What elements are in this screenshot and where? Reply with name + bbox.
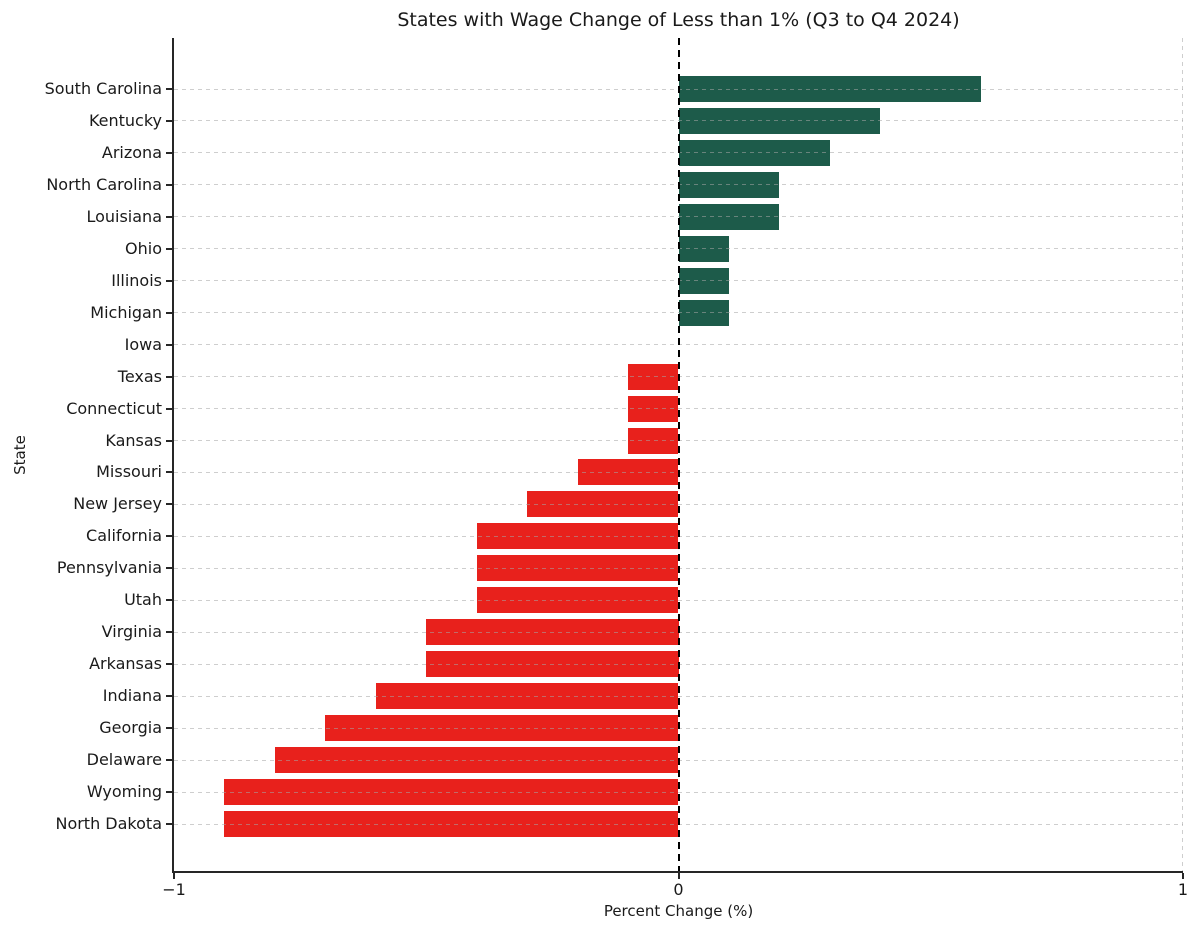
xtick-1 <box>1182 873 1184 879</box>
xtick-label-1: 1 <box>1177 880 1189 899</box>
ytick-label-north-carolina: North Carolina <box>46 174 162 194</box>
ytick-north-dakota <box>166 823 172 825</box>
ytick-kentucky <box>166 119 172 122</box>
ytick-pennsylvania <box>166 567 172 570</box>
ytick-label-pennsylvania: Pennsylvania <box>56 558 162 578</box>
ytick-label-indiana: Indiana <box>102 686 162 706</box>
plot-area: South Carolina Kentucky Arizona North Carol… <box>45 38 1188 899</box>
xtick-0 <box>677 873 680 879</box>
ytick-label-kentucky: Kentucky <box>88 110 162 130</box>
ytick-connecticut <box>166 407 172 410</box>
y-axis-spine <box>172 38 174 873</box>
ytick-michigan <box>166 311 172 314</box>
ytick-label-north-dakota: North Dakota <box>55 814 162 833</box>
ytick-illinois <box>166 279 172 282</box>
ytick-kansas <box>166 439 172 442</box>
ytick-new-jersey <box>166 503 172 506</box>
ytick-label-texas: Texas <box>117 366 162 386</box>
zero-reference-line <box>677 38 680 871</box>
ytick-virginia <box>166 631 172 634</box>
chart-title: States with Wage Change of Less than 1% … <box>397 9 960 31</box>
ytick-label-wyoming: Wyoming <box>86 782 162 802</box>
x-axis-spine <box>172 871 1183 873</box>
ytick-label-louisiana: Louisiana <box>86 206 162 226</box>
ytick-label-arizona: Arizona <box>101 142 162 162</box>
ytick-label-michigan: Michigan <box>90 302 162 322</box>
ytick-arizona <box>166 151 172 154</box>
ytick-label-arkansas: Arkansas <box>89 654 162 674</box>
ytick-north-carolina <box>166 183 172 186</box>
ytick-utah <box>166 599 172 602</box>
ytick-wyoming <box>166 791 172 794</box>
ytick-label-new-jersey: New Jersey <box>73 494 162 514</box>
ytick-california <box>166 535 172 538</box>
ytick-label-ohio: Ohio <box>125 238 162 258</box>
ytick-ohio <box>166 247 172 250</box>
ytick-louisiana <box>166 215 172 218</box>
ytick-label-iowa: Iowa <box>124 334 162 354</box>
ytick-iowa <box>166 343 172 346</box>
gridline-x1 <box>1182 38 1183 871</box>
ytick-missouri <box>166 471 172 474</box>
ytick-indiana <box>166 695 172 698</box>
ytick-label-kansas: Kansas <box>105 430 162 450</box>
ytick-texas <box>166 375 172 378</box>
ytick-label-virginia: Virginia <box>101 622 162 642</box>
ytick-label-california: California <box>86 526 162 546</box>
ytick-label-delaware: Delaware <box>86 750 162 770</box>
ytick-label-south-carolina: South Carolina <box>44 79 162 98</box>
xtick-label--1: −1 <box>162 880 186 899</box>
ytick-label-missouri: Missouri <box>96 462 162 482</box>
x-axis-label: Percent Change (%) <box>603 902 754 920</box>
ytick-label-georgia: Georgia <box>99 718 162 738</box>
ytick-label-utah: Utah <box>124 590 162 610</box>
ytick-label-connecticut: Connecticut <box>66 398 162 418</box>
ytick-south-carolina <box>166 88 172 90</box>
ytick-arkansas <box>166 663 172 666</box>
ytick-label-illinois: Illinois <box>111 270 162 290</box>
ytick-delaware <box>166 759 172 762</box>
ytick-georgia <box>166 727 172 730</box>
xtick-label-0: 0 <box>673 880 684 899</box>
xtick--1 <box>173 873 175 879</box>
